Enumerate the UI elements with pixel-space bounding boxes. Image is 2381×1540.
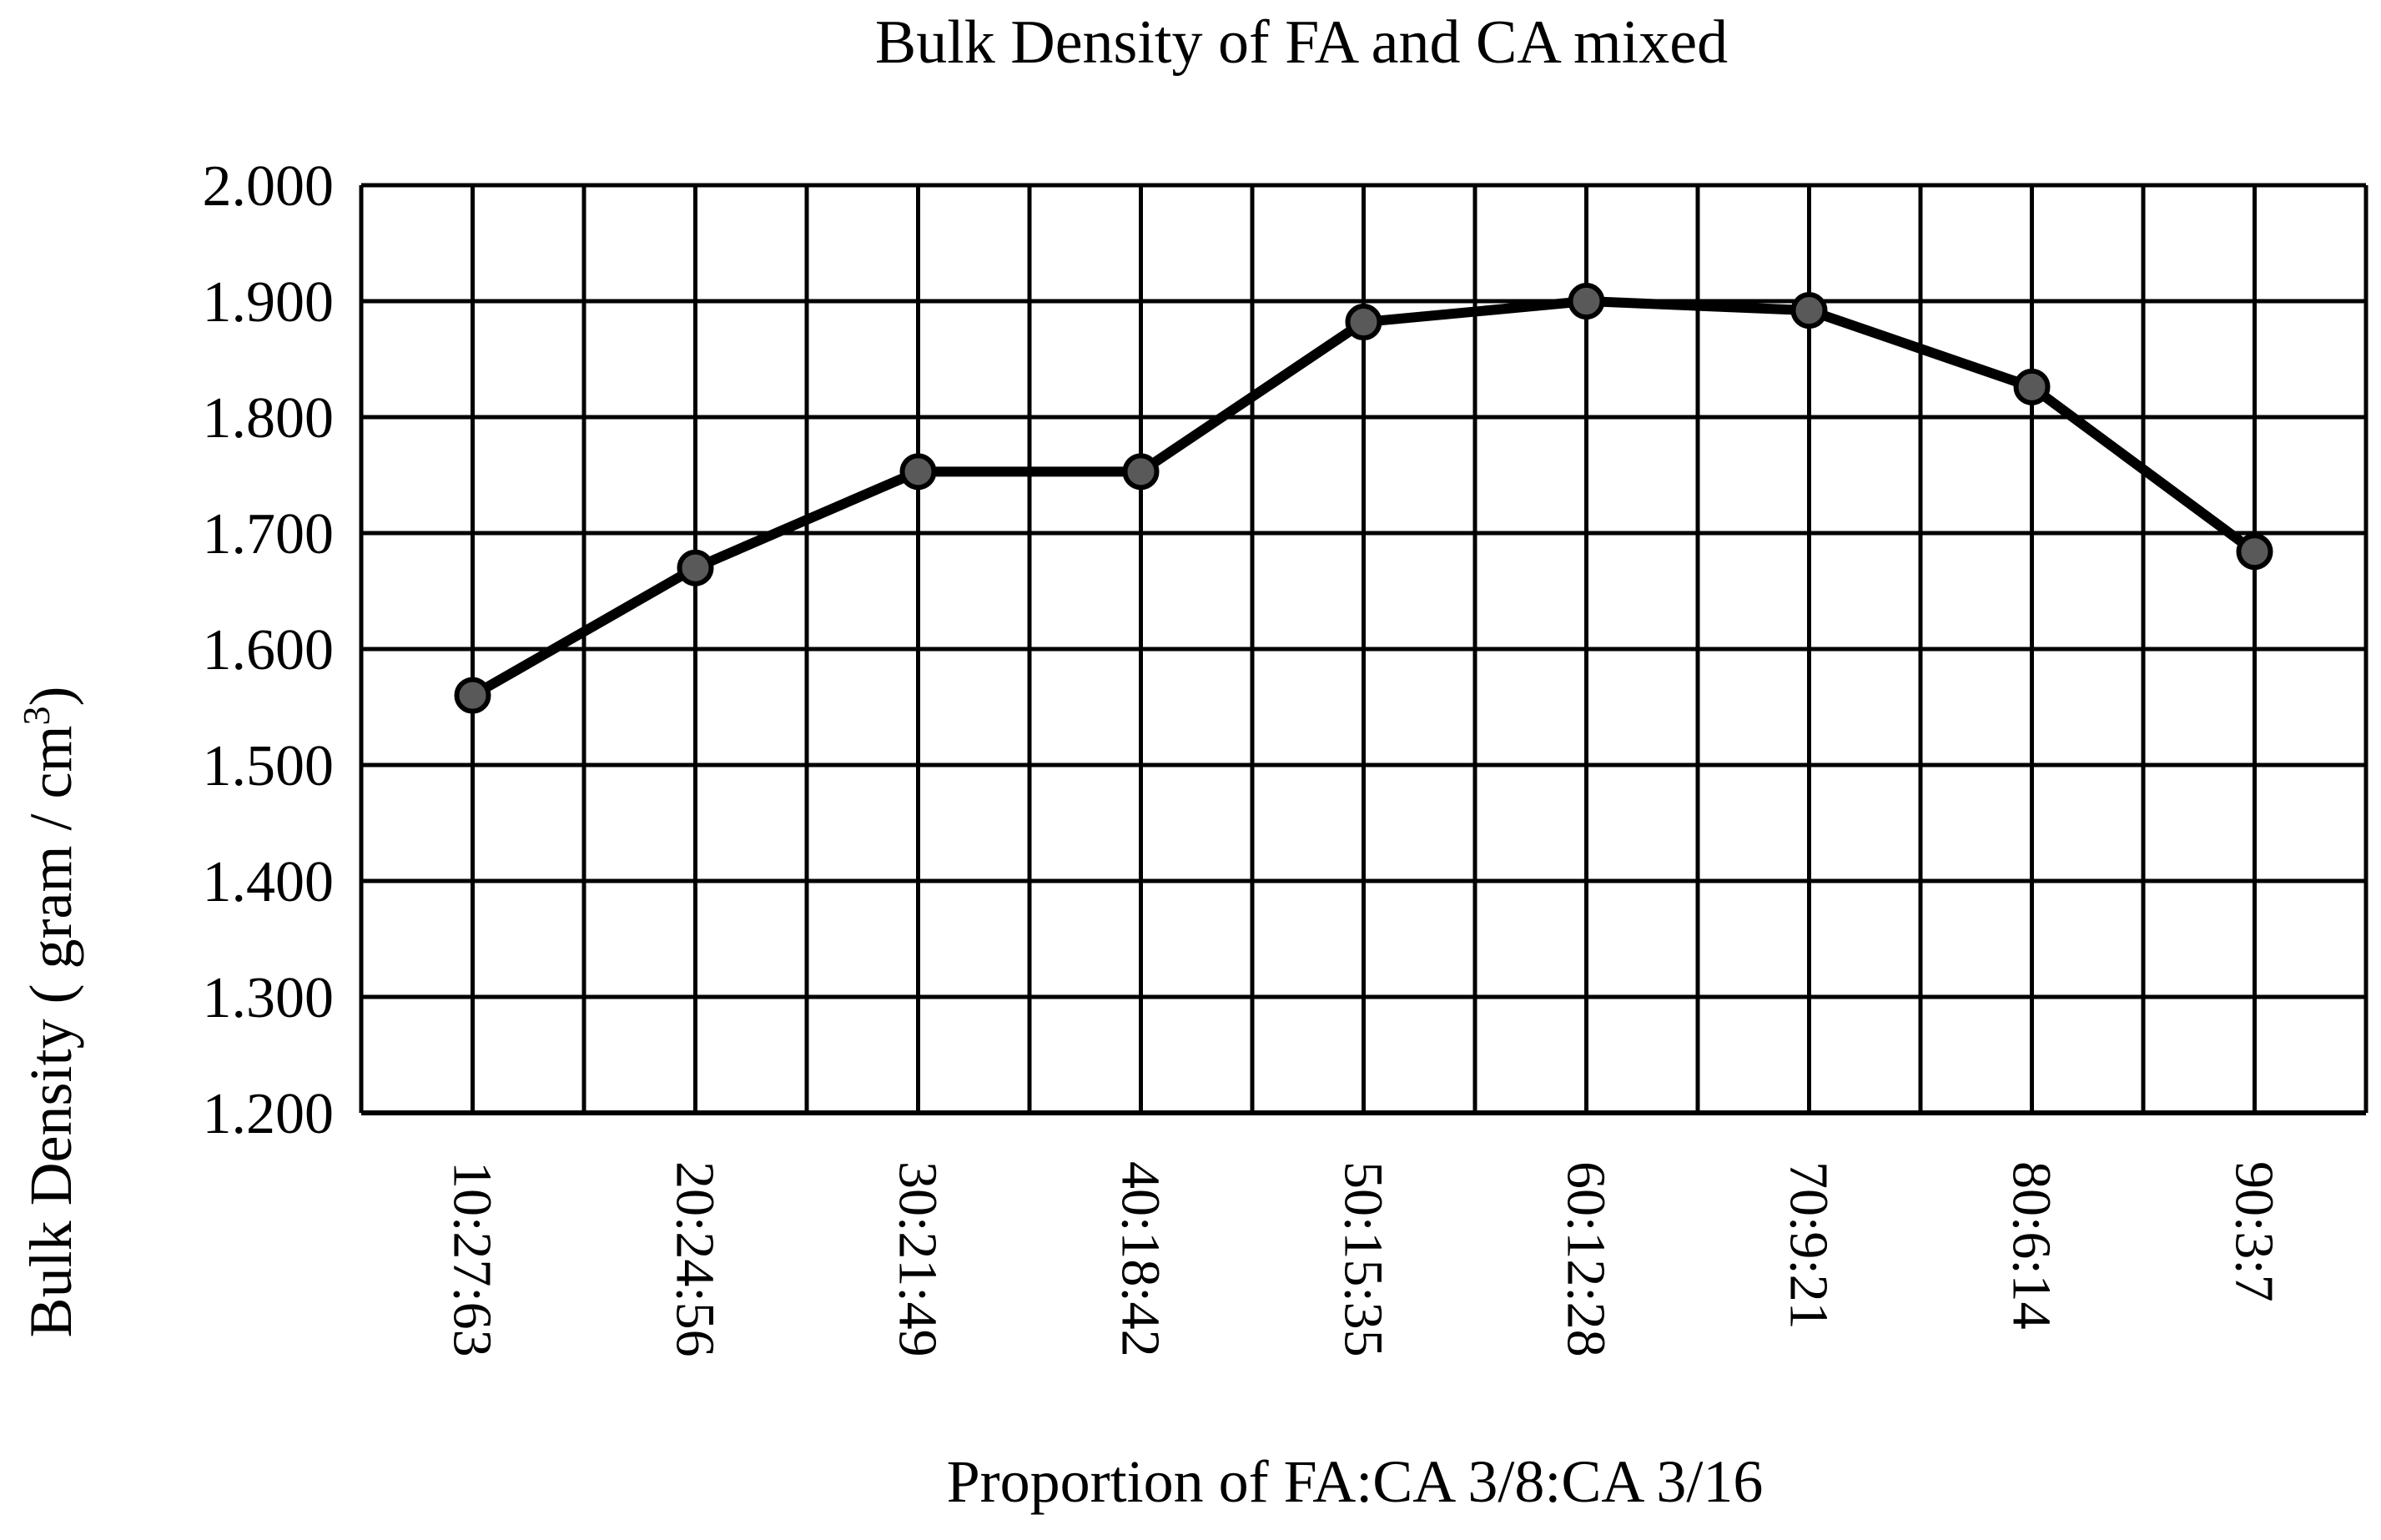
y-tick-label: 1.800: [203, 386, 335, 450]
y-tick-label: 1.200: [203, 1082, 335, 1146]
y-tick-label: 1.600: [203, 618, 335, 682]
x-tick-label: 60:12:28: [1556, 1161, 1617, 1357]
x-tick-label: 70:9:21: [1779, 1161, 1840, 1330]
data-point: [2236, 533, 2273, 571]
data-point: [2013, 368, 2051, 405]
y-tick-labels: 1.200 1.300 1.400 1.500 1.600 1.700 1.800 1.900…: [203, 154, 335, 1146]
x-tick-label: 40:18:42: [1110, 1161, 1171, 1357]
data-point: [1122, 453, 1160, 491]
data-point: [454, 677, 491, 714]
x-axis-label: Proportion of FA:CA 3/8:CA 3/16: [947, 1448, 1764, 1515]
data-point: [1345, 304, 1382, 341]
x-tick-labels: 10:27:63 20:24:56 30:21:49 40:18:42 50:15:35…: [442, 1161, 2285, 1357]
x-tick-label: 80:6:14: [2001, 1161, 2062, 1330]
data-point: [677, 549, 714, 586]
y-tick-label: 1.400: [203, 850, 335, 914]
x-tick-label: 20:24:56: [665, 1161, 726, 1357]
y-tick-label: 1.300: [203, 966, 335, 1030]
grid-lines: [359, 183, 2368, 1115]
x-tick-label: 30:21:49: [888, 1161, 949, 1357]
y-tick-label: 2.000: [203, 154, 335, 219]
x-tick-label: 90:3:7: [2224, 1161, 2285, 1302]
x-tick-label: 10:27:63: [442, 1161, 503, 1357]
y-tick-label: 1.900: [203, 270, 335, 335]
x-tick-label: 50:15:35: [1333, 1161, 1394, 1357]
data-point: [1568, 283, 1605, 320]
series-line-group: [454, 283, 2273, 714]
chart-title: Bulk Density of FA and CA mixed: [875, 8, 1728, 77]
data-point: [899, 453, 937, 491]
data-point: [1790, 292, 1828, 330]
y-axis-label: Bulk Density ( gram / cm3): [15, 687, 84, 1338]
y-tick-label: 1.500: [203, 734, 335, 798]
y-tick-label: 1.700: [203, 502, 335, 566]
